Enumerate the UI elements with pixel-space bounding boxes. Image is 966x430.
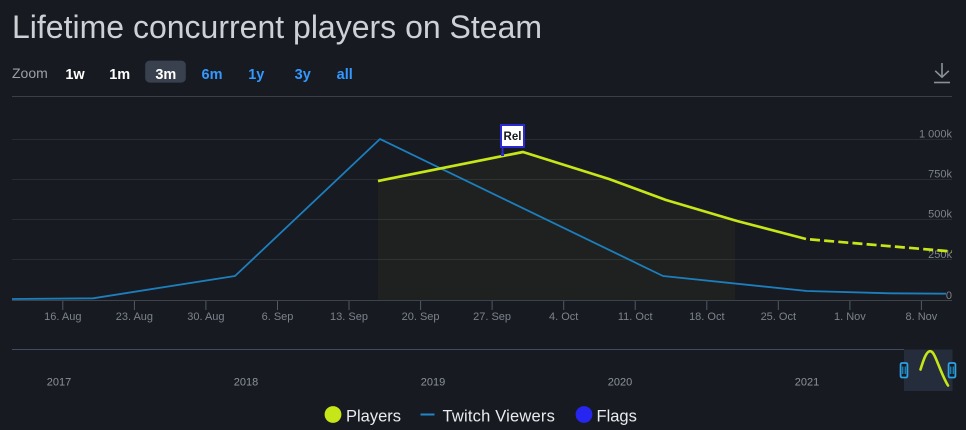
svg-text:1m: 1m: [109, 67, 130, 83]
svg-text:Players: Players: [346, 408, 401, 426]
svg-text:2019: 2019: [421, 377, 445, 389]
svg-text:30. Aug: 30. Aug: [187, 311, 224, 323]
svg-text:0: 0: [946, 290, 952, 302]
svg-text:18. Oct: 18. Oct: [689, 311, 724, 323]
svg-text:2017: 2017: [47, 377, 71, 389]
svg-text:Lifetime concurrent players on: Lifetime concurrent players on Steam: [12, 9, 542, 45]
svg-text:6m: 6m: [202, 67, 223, 83]
svg-text:1y: 1y: [248, 67, 264, 83]
svg-text:8. Nov: 8. Nov: [906, 311, 938, 323]
svg-text:13. Sep: 13. Sep: [330, 311, 368, 323]
svg-text:2021: 2021: [795, 377, 819, 389]
svg-text:500k: 500k: [928, 208, 952, 220]
svg-text:2020: 2020: [608, 377, 632, 389]
svg-text:Zoom: Zoom: [12, 65, 48, 81]
svg-text:1 000k: 1 000k: [919, 128, 953, 140]
svg-text:23. Aug: 23. Aug: [116, 311, 153, 323]
svg-text:20. Sep: 20. Sep: [402, 311, 440, 323]
svg-text:Twitch Viewers: Twitch Viewers: [443, 408, 556, 426]
svg-text:25. Oct: 25. Oct: [761, 311, 796, 323]
svg-text:Flags: Flags: [597, 408, 637, 426]
svg-text:3y: 3y: [295, 67, 311, 83]
svg-text:27. Sep: 27. Sep: [473, 311, 511, 323]
svg-text:all: all: [337, 67, 353, 83]
svg-text:1. Nov: 1. Nov: [834, 311, 866, 323]
svg-text:6. Sep: 6. Sep: [262, 311, 294, 323]
svg-text:1w: 1w: [65, 67, 85, 83]
svg-text:4. Oct: 4. Oct: [549, 311, 578, 323]
svg-text:11. Oct: 11. Oct: [618, 311, 653, 323]
svg-text:16. Aug: 16. Aug: [44, 311, 81, 323]
svg-text:Rel: Rel: [504, 131, 522, 143]
svg-text:750k: 750k: [928, 168, 952, 180]
svg-text:2018: 2018: [234, 377, 258, 389]
svg-text:3m: 3m: [155, 67, 176, 83]
